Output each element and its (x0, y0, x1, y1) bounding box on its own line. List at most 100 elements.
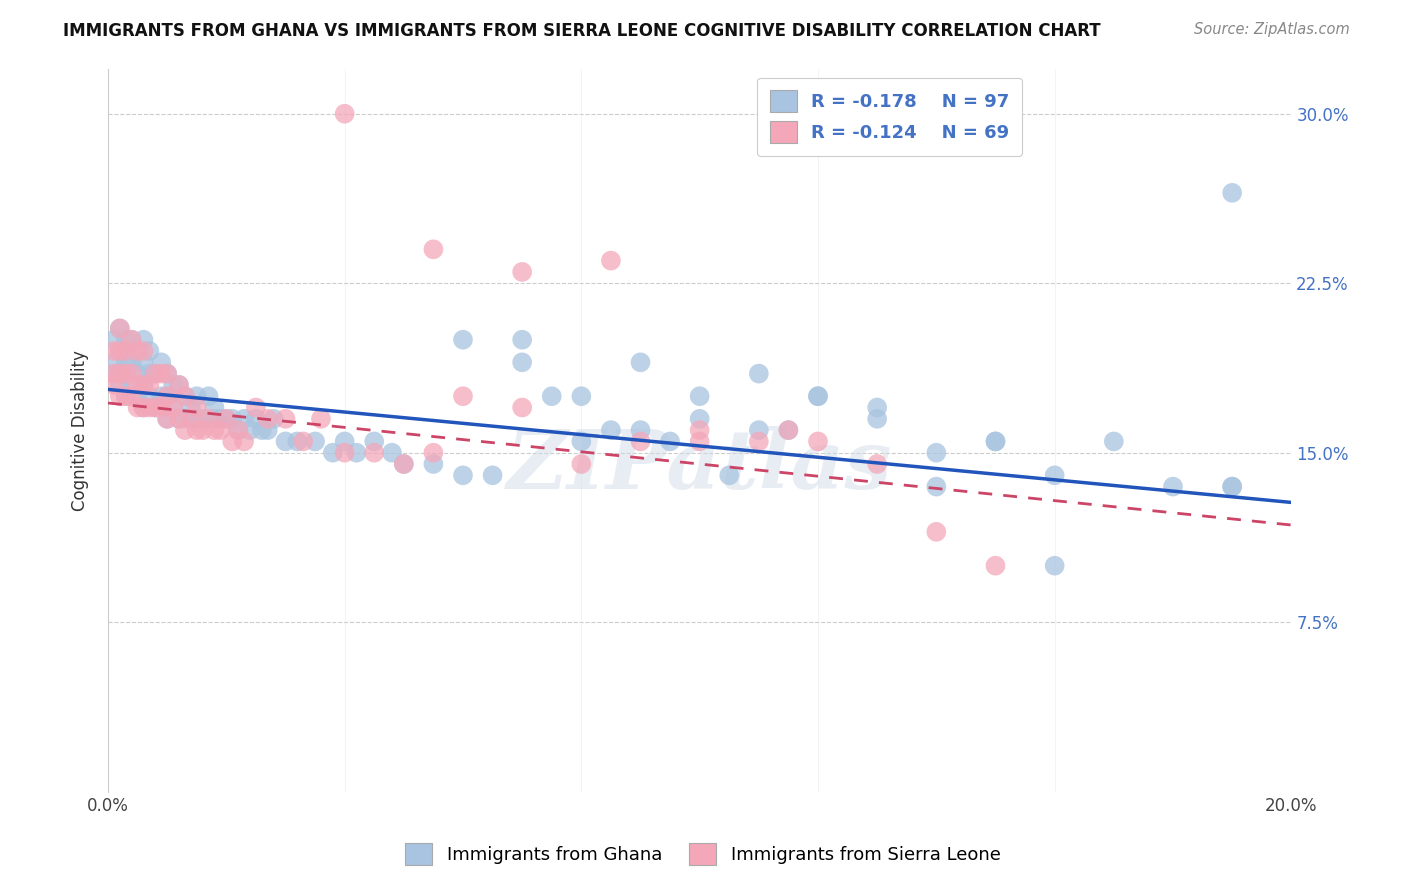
Point (156, 389, 179, 403)
Point (114, 389, 136, 403)
Point (197, 389, 219, 403)
Point (925, 480, 948, 494)
Point (150, 355, 173, 369)
Point (256, 412, 278, 426)
Point (263, 412, 285, 426)
Point (630, 355, 652, 369)
Point (186, 423, 208, 437)
Y-axis label: Cognitive Disability: Cognitive Disability (72, 350, 89, 510)
Point (748, 434, 770, 449)
Point (108, 321, 131, 335)
Point (174, 389, 197, 403)
Point (108, 344, 131, 359)
Point (226, 423, 249, 437)
Point (333, 106, 356, 120)
Point (333, 434, 356, 449)
Point (481, 468, 503, 483)
Point (108, 321, 131, 335)
Point (108, 367, 131, 381)
Point (807, 389, 830, 403)
Point (1043, 558, 1066, 573)
Point (451, 468, 474, 483)
Point (132, 355, 155, 369)
Point (569, 457, 592, 471)
Point (392, 457, 415, 471)
Point (103, 344, 125, 359)
Point (132, 333, 155, 347)
Point (156, 412, 179, 426)
Point (422, 243, 444, 257)
Point (381, 446, 404, 460)
Point (150, 401, 173, 415)
Point (630, 423, 652, 437)
Point (114, 355, 136, 369)
Point (569, 434, 592, 449)
Point (778, 423, 800, 437)
Point (209, 412, 232, 426)
Point (221, 412, 243, 426)
Point (138, 401, 160, 415)
Point (333, 446, 356, 460)
Point (245, 412, 267, 426)
Point (127, 378, 149, 392)
Point (630, 434, 652, 449)
Point (322, 446, 344, 460)
Point (132, 344, 155, 359)
Point (174, 423, 197, 437)
Point (191, 412, 214, 426)
Point (121, 333, 143, 347)
Point (127, 389, 149, 403)
Point (180, 412, 202, 426)
Point (718, 468, 741, 483)
Point (1043, 468, 1066, 483)
Point (186, 389, 208, 403)
Legend: Immigrants from Ghana, Immigrants from Sierra Leone: Immigrants from Ghana, Immigrants from S… (396, 834, 1010, 874)
Point (866, 457, 889, 471)
Point (114, 333, 136, 347)
Point (143, 367, 166, 381)
Point (984, 558, 1007, 573)
Point (162, 378, 184, 392)
Point (150, 389, 173, 403)
Point (510, 265, 533, 279)
Point (103, 333, 125, 347)
Point (156, 389, 179, 403)
Point (132, 378, 155, 392)
Point (233, 434, 256, 449)
Point (114, 344, 136, 359)
Point (108, 389, 131, 403)
Point (1220, 186, 1243, 200)
Text: IMMIGRANTS FROM GHANA VS IMMIGRANTS FROM SIERRA LEONE COGNITIVE DISABILITY CORRE: IMMIGRANTS FROM GHANA VS IMMIGRANTS FROM… (63, 22, 1101, 40)
Point (1220, 480, 1243, 494)
Point (204, 423, 226, 437)
Point (143, 367, 166, 381)
Point (245, 401, 267, 415)
Point (274, 412, 297, 426)
Point (1102, 434, 1125, 449)
Text: ZIPatlas: ZIPatlas (508, 426, 893, 507)
Point (689, 434, 711, 449)
Point (127, 344, 149, 359)
Point (233, 412, 256, 426)
Point (156, 367, 179, 381)
Point (156, 367, 179, 381)
Point (215, 412, 238, 426)
Point (143, 401, 166, 415)
Point (108, 367, 131, 381)
Point (600, 423, 623, 437)
Text: Source: ZipAtlas.com: Source: ZipAtlas.com (1194, 22, 1350, 37)
Point (204, 412, 226, 426)
Point (659, 434, 682, 449)
Point (162, 401, 184, 415)
Point (114, 367, 136, 381)
Point (451, 333, 474, 347)
Point (925, 446, 948, 460)
Point (215, 412, 238, 426)
Point (422, 457, 444, 471)
Point (162, 401, 184, 415)
Point (422, 446, 444, 460)
Point (346, 446, 368, 460)
Point (304, 434, 326, 449)
Point (167, 378, 190, 392)
Point (866, 401, 889, 415)
